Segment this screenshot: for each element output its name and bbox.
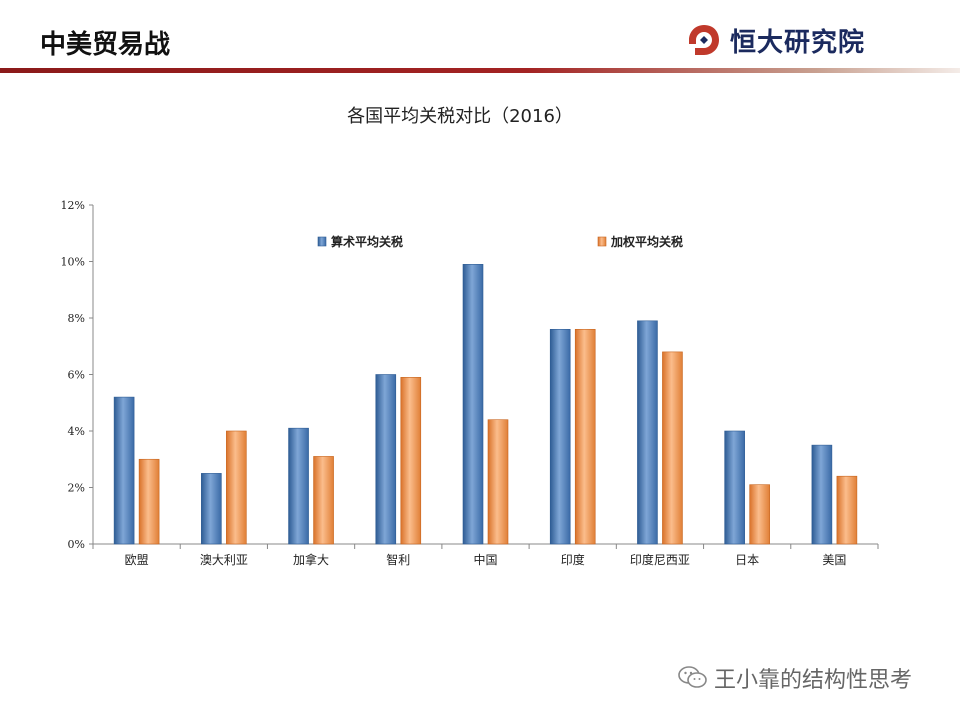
y-tick-label: 6%	[68, 369, 85, 382]
bar-series2-1	[138, 458, 160, 545]
x-tick-label: 印度尼西亚	[630, 552, 690, 567]
watermark: 王小靠的结构性思考	[678, 662, 912, 694]
bar-series2-3	[313, 456, 334, 545]
watermark-text: 王小靠的结构性思考	[714, 668, 913, 693]
x-tick-label: 印度	[561, 552, 585, 567]
x-tick-label: 欧盟	[125, 553, 149, 567]
hengda-logo-icon	[689, 25, 719, 55]
x-tick-label: 加拿大	[293, 552, 329, 567]
bar-series2-7	[662, 351, 683, 545]
header-divider	[0, 68, 960, 73]
bar-series2-4	[400, 377, 422, 545]
x-tick-label: 智利	[386, 552, 410, 567]
bar-series1-6	[549, 328, 571, 545]
legend-label-1: 算术平均关税	[331, 234, 403, 249]
bar-series1-7	[637, 320, 658, 545]
bar-series1-5	[462, 264, 484, 545]
bar-series2-8	[749, 484, 770, 545]
x-tick-label: 澳大利亚	[200, 553, 248, 567]
bar-series1-2	[201, 473, 222, 545]
brand: 恒大研究院	[686, 20, 865, 60]
bar-series1-3	[288, 427, 309, 545]
y-tick-label: 12%	[61, 199, 85, 212]
y-tick-label: 4%	[68, 425, 85, 438]
brand-name: 恒大研究院	[730, 27, 866, 58]
chart-title: 各国平均关税对比（2016）	[347, 106, 573, 127]
bar-series2-5	[487, 419, 509, 545]
bar-series1-9	[811, 444, 833, 545]
legend-swatch-2	[597, 236, 607, 247]
bar-series2-6	[574, 328, 596, 545]
y-tick-label: 10%	[61, 256, 85, 269]
legend-label-2: 加权平均关税	[610, 234, 683, 249]
bar-series2-2	[226, 430, 247, 545]
bar-series1-8	[724, 430, 745, 545]
y-tick-label: 0%	[68, 538, 85, 551]
bar-series2-9	[836, 475, 858, 545]
x-tick-label: 日本	[735, 553, 759, 567]
y-tick-label: 2%	[68, 482, 85, 495]
legend-swatch-1	[317, 236, 327, 247]
slide-title: 中美贸易战	[40, 30, 171, 60]
plot-area: 0% 2% 4% 6% 8% 10% 12% 欧盟 澳大利亚 加拿大 智利 中国 印度 印度尼西亚 日本 美国…	[61, 199, 879, 567]
wechat-icon	[678, 666, 707, 688]
x-tick-label: 中国	[473, 552, 497, 567]
bar-series1-4	[375, 374, 397, 545]
y-tick-label: 8%	[68, 312, 85, 325]
x-tick-label: 美国	[822, 553, 846, 567]
bar-series1-1	[113, 396, 135, 545]
